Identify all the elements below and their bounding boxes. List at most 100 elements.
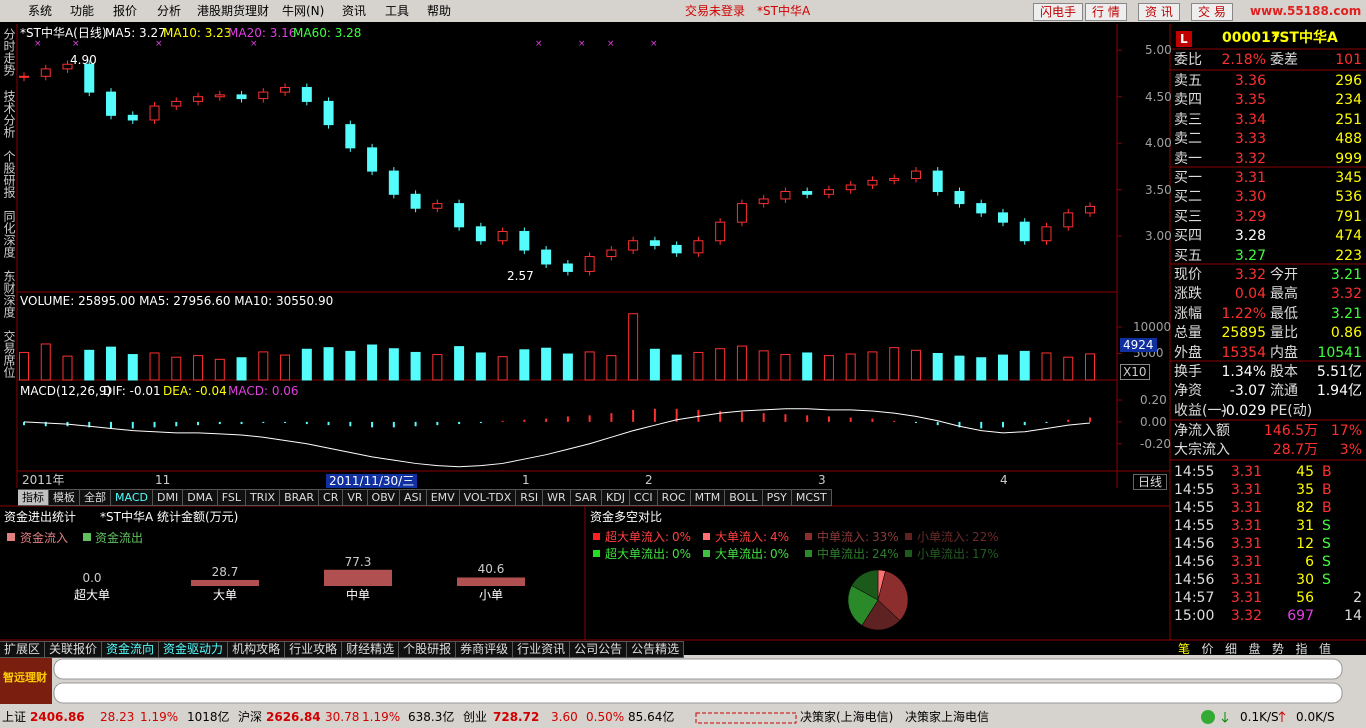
indicator-tab[interactable]: WR — [543, 489, 571, 506]
indicator-tab[interactable]: BRAR — [280, 489, 320, 506]
candle — [541, 249, 552, 265]
menu-item[interactable]: 报价 — [113, 4, 138, 18]
legend-label: 超大单流入: — [605, 530, 670, 544]
right-tab[interactable]: 笔 — [1178, 642, 1191, 656]
input-field[interactable] — [53, 658, 1343, 680]
right-tab[interactable]: 势 — [1272, 642, 1285, 656]
indicator-tab[interactable]: KDJ — [602, 489, 630, 506]
side-tab[interactable]: 交易席位 — [2, 330, 16, 378]
quote-value: 3.32 — [1330, 286, 1362, 303]
bottom-tab[interactable]: 行业资讯 — [513, 641, 571, 658]
bottom-tab[interactable]: 行业攻略 — [285, 641, 343, 658]
bottom-tab[interactable]: 扩展区 — [0, 641, 46, 658]
bottom-tab[interactable]: 财经精选 — [342, 641, 400, 658]
side-tab[interactable]: 分时走势 — [2, 28, 16, 76]
chart-title: *ST中华A(日线) — [20, 26, 107, 40]
volume-bar — [976, 357, 987, 381]
menu-item[interactable]: 资讯 — [342, 4, 367, 18]
menu-item[interactable]: 功能 — [70, 4, 95, 18]
side-tab[interactable]: 同化深度 — [2, 210, 16, 258]
indicator-tab[interactable]: DMA — [183, 489, 218, 506]
indicator-tab[interactable]: PSY — [762, 489, 792, 506]
ma-label: MA10: 3.23 — [163, 26, 232, 40]
bottom-tab[interactable]: 券商评级 — [456, 641, 514, 658]
legend-value: 0% — [770, 547, 790, 561]
indicator-tab[interactable]: BOLL — [725, 489, 763, 506]
candle — [606, 249, 617, 258]
indicator-tab[interactable]: 模板 — [49, 489, 80, 506]
volume-bar — [519, 349, 530, 381]
indicator-tab[interactable]: EMV — [426, 489, 460, 506]
candle — [671, 244, 682, 254]
indicator-tab[interactable]: CCI — [629, 489, 658, 506]
fund-bar — [324, 569, 392, 586]
top-button[interactable]: 交 易 — [1191, 3, 1233, 21]
top-button[interactable]: 闪电手 — [1033, 3, 1084, 21]
right-tab[interactable]: 价 — [1201, 642, 1214, 656]
indicator-tab[interactable]: ROC — [657, 489, 691, 506]
side-tab[interactable]: 技术分析 — [2, 90, 16, 138]
indicator-tab[interactable]: DMI — [152, 489, 184, 506]
macd-title: DEA: -0.04 — [163, 384, 227, 398]
candle — [171, 100, 182, 107]
candle — [19, 75, 29, 78]
index-name: 沪深 — [238, 710, 263, 724]
indicator-tab[interactable]: MCST — [791, 489, 832, 506]
index-amount: 1018亿 — [187, 710, 230, 724]
legend-label: 资金流出 — [95, 531, 144, 545]
right-tab[interactable]: 盘 — [1248, 642, 1261, 656]
volume-bar — [171, 356, 182, 381]
category-label: 超大单 — [73, 588, 110, 602]
indicator-tab[interactable]: FSL — [217, 489, 246, 506]
volume-bar — [149, 352, 160, 381]
bottom-tab[interactable]: 公告精选 — [627, 641, 685, 658]
bottom-tab[interactable]: 公司公告 — [570, 641, 628, 658]
volume-bar — [106, 346, 117, 381]
input-field[interactable] — [53, 682, 1343, 704]
indicator-tab[interactable]: TRIX — [245, 489, 281, 506]
book-price: 3.34 — [1234, 111, 1266, 128]
right-tab[interactable]: 细 — [1225, 642, 1238, 656]
indicator-tab[interactable]: ASI — [399, 489, 427, 506]
side-tab[interactable]: 个股研报 — [2, 150, 16, 198]
quote-value: 3.21 — [1330, 267, 1362, 283]
indicator-tab[interactable]: VOL-TDX — [459, 489, 517, 506]
indicator-tab[interactable]: 全部 — [80, 489, 111, 506]
menu-item[interactable]: 港股期货理财 — [197, 4, 270, 18]
trade-price: 3.31 — [1230, 518, 1262, 534]
indicator-tab[interactable]: CR — [319, 489, 344, 506]
volume-bar — [562, 353, 573, 381]
bottom-tab[interactable]: 个股研报 — [399, 641, 457, 658]
top-button[interactable]: 行 情 — [1085, 3, 1127, 21]
menu-item[interactable]: 系统 — [28, 4, 53, 18]
status-bar — [0, 707, 1366, 728]
top-button[interactable]: 资 讯 — [1138, 3, 1180, 21]
candle — [910, 170, 921, 180]
indicator-tab[interactable]: VR — [343, 489, 368, 506]
bottom-tab[interactable]: 机构攻略 — [228, 641, 286, 658]
menu-item[interactable]: 牛网(N) — [282, 4, 325, 18]
bottom-tab[interactable]: 资金流向 — [102, 641, 160, 658]
volume-bar — [367, 344, 378, 381]
volume-bar — [214, 358, 225, 381]
menu-item[interactable]: 工具 — [385, 4, 410, 18]
menu-item[interactable]: 帮助 — [427, 4, 452, 18]
indicator-tab[interactable]: SAR — [570, 489, 603, 506]
book-label: 卖一 — [1174, 150, 1202, 167]
indicator-tab[interactable]: RSI — [516, 489, 544, 506]
trade-price: 3.31 — [1230, 572, 1262, 588]
flow-value: 146.5万 — [1263, 423, 1318, 439]
indicator-tab[interactable]: MTM — [690, 489, 726, 506]
right-tab[interactable]: 值 — [1319, 642, 1332, 656]
side-tab[interactable]: 东财深度 — [2, 270, 16, 318]
indicator-tab[interactable]: 指标 — [18, 489, 49, 506]
indicator-tab[interactable]: MACD — [111, 489, 153, 506]
logo: 智远理财 — [3, 671, 47, 684]
indicator-tab[interactable]: OBV — [367, 489, 400, 506]
candle — [367, 147, 378, 172]
bottom-tab[interactable]: 资金驱动力 — [159, 641, 229, 658]
right-tab[interactable]: 指 — [1295, 642, 1308, 656]
volume-bar — [541, 347, 552, 381]
menu-item[interactable]: 分析 — [157, 4, 182, 18]
bottom-tab[interactable]: 关联报价 — [45, 641, 103, 658]
